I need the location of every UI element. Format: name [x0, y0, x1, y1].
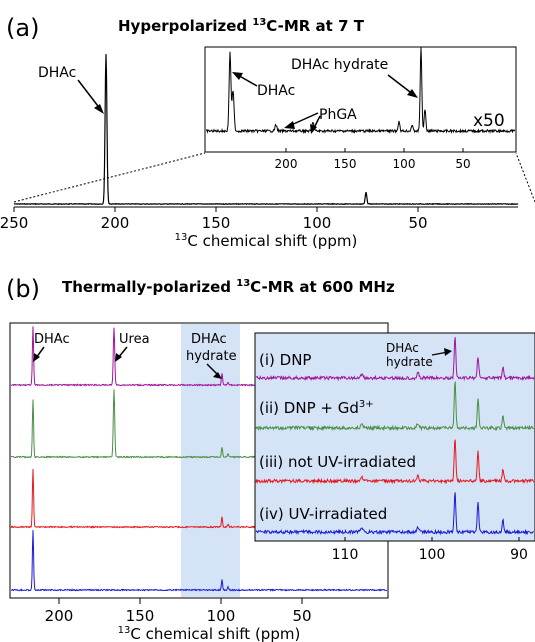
- panel-a-dhac-arrow: [77, 79, 102, 111]
- panel-a-label: (a): [6, 14, 39, 42]
- panel-b-x-ticks: 200 150 100 50: [45, 598, 312, 625]
- inset-trace-label-iv: (iv) UV-irradiated: [259, 505, 387, 523]
- panel-a-tick-label: 250: [0, 214, 28, 232]
- panel-a-inset-dhac-label: DHAc: [257, 83, 295, 99]
- panel-a-inset-scale-label: x50: [473, 111, 505, 131]
- panel-b-inset-tick-label: 90: [510, 547, 528, 563]
- inset-trace-label-iii: (iii) not UV-irradiated: [259, 453, 416, 471]
- panel-b-hydrate-arrowhead: [213, 372, 222, 379]
- panel-a-inset-phga-label: PhGA: [319, 107, 357, 123]
- panel-a-x-axis-label: 13C chemical shift (ppm): [175, 232, 358, 250]
- panel-b-inset-tick-label: 100: [419, 547, 446, 563]
- panel-a-phga-arrowhead-2: [310, 124, 317, 134]
- inset-spectrum-iv: [255, 492, 534, 536]
- panel-a-main-spectrum: [14, 54, 519, 206]
- panel-a-dhac-arrowhead: [94, 104, 104, 114]
- panel-b-tick-label: 200: [45, 607, 74, 625]
- panel-a-hydrate-arrowhead: [407, 89, 418, 98]
- inset-spectrum-i: [255, 337, 535, 382]
- zoom-line-left: [13, 152, 206, 203]
- panel-b-inset-frame: [254, 332, 535, 542]
- main-spectrum-iv: [10, 530, 387, 592]
- panel-b-urea-label: Urea: [119, 332, 150, 347]
- panel-b-dhac-arrowhead: [33, 353, 40, 362]
- zoom-line-right: [515, 152, 535, 203]
- panel-a-inset-spectrum: [205, 47, 516, 135]
- panel-b-urea-arrowhead: [115, 353, 122, 362]
- panel-b-dhac-label: DHAc: [34, 332, 70, 347]
- panel-b-label: (b): [6, 275, 40, 303]
- panel-a-inset-ticks: 200 150 100 50: [275, 148, 471, 171]
- panel-a-tick-label: 50: [408, 214, 427, 232]
- panel-b-tick-label: 50: [292, 607, 311, 625]
- panel-a-hydrate-arrow: [387, 74, 415, 96]
- inset-hydrate-label-line1: DHAc: [386, 341, 419, 355]
- panel-a-x-ticks: 250 200 150 100 50: [0, 207, 428, 232]
- inset-hydrate-arrowhead: [444, 348, 452, 356]
- panel-b-x-axis-label: 13C chemical shift (ppm): [118, 625, 301, 642]
- panel-b-tick-label: 100: [207, 607, 236, 625]
- panel-a-title: Hyperpolarized 13C-MR at 7 T: [118, 17, 365, 35]
- panel-a-inset-frame: [204, 46, 517, 153]
- panel-a-inset-tick-label: 50: [455, 157, 470, 171]
- panel-a-inset-tick-label: 150: [334, 157, 357, 171]
- panel-a-inset-tick-label: 200: [275, 157, 298, 171]
- panel-a-inset-hydrate-label: DHAc hydrate: [291, 57, 388, 73]
- panel-b-hydrate-label-line2: hydrate: [186, 349, 237, 364]
- panel-b-highlight-region: [181, 324, 240, 597]
- panel-a-tick-label: 150: [202, 214, 231, 232]
- panel-a-tick-label: 100: [303, 214, 332, 232]
- inset-spectrum-ii: [255, 381, 535, 432]
- panel-a-phga-arrowhead-1: [284, 121, 295, 129]
- panel-a-tick-label: 200: [101, 214, 130, 232]
- panel-a-phga-arrow-1: [288, 112, 319, 127]
- panel-a-dhac-label: DHAc: [38, 65, 76, 81]
- inset-trace-label-i: (i) DNP: [259, 351, 311, 369]
- panel-b-tick-label: 150: [126, 607, 155, 625]
- panel-b-inset-spectra: [255, 337, 535, 536]
- panel-b-title: Thermally-polarized 13C-MR at 600 MHz: [62, 278, 395, 296]
- panel-b-inset-tick-label: 110: [332, 547, 359, 563]
- panel-b-inset-frame-border: [254, 332, 535, 542]
- panel-b-hydrate-label-line1: DHAc: [191, 332, 227, 347]
- inset-spectrum-iii: [255, 439, 535, 485]
- panel-a-inset-tick-label: 100: [393, 157, 416, 171]
- inset-trace-label-ii: (ii) DNP + Gd3+: [259, 399, 374, 417]
- inset-hydrate-label-line2: hydrate: [386, 355, 433, 369]
- panel-a-inset-dhac-arrowhead: [232, 72, 243, 80]
- panel-b-inset-ticks: 110 100 90: [332, 537, 528, 563]
